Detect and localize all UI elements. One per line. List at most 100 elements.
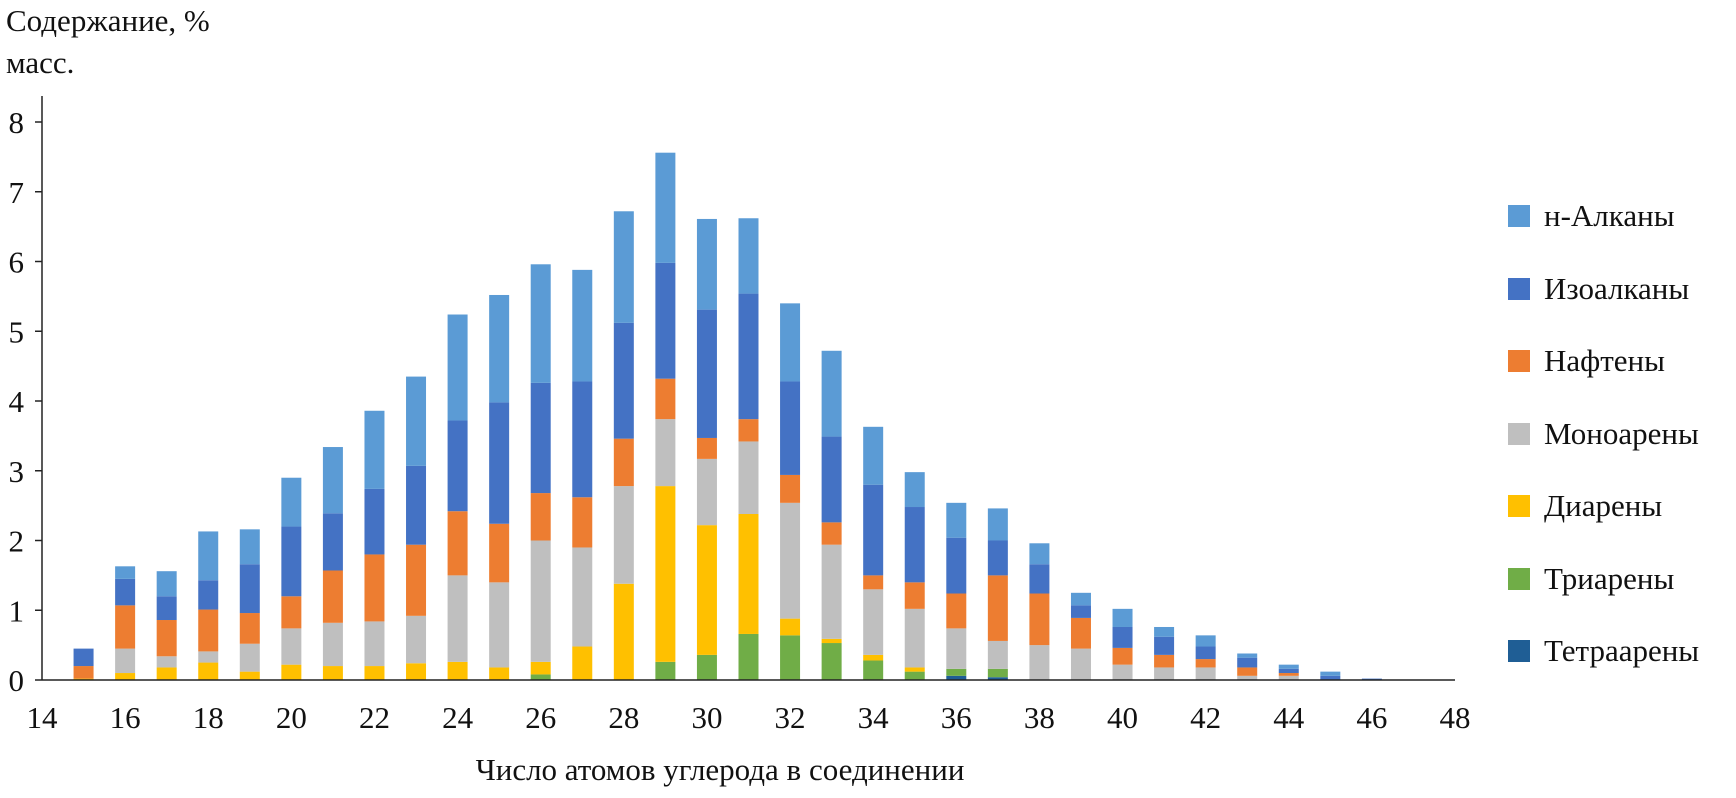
- bar-segment: [73, 648, 94, 667]
- bar-segment: [281, 664, 302, 680]
- bar-segment: [1320, 675, 1341, 680]
- x-tick-label: 48: [1440, 700, 1471, 735]
- bar-segment: [738, 441, 759, 514]
- bar-segment: [406, 465, 427, 545]
- bar-segment: [447, 314, 468, 421]
- bar-segment: [1195, 635, 1216, 647]
- bar-segment: [530, 661, 551, 675]
- bar-segment: [198, 531, 219, 581]
- bar-segment: [946, 502, 967, 538]
- bar-segment: [863, 426, 884, 485]
- bar-segment: [655, 419, 676, 487]
- bar-segment: [1195, 667, 1216, 680]
- bar-segment: [489, 402, 510, 524]
- legend-label: Тетраарены: [1544, 633, 1700, 669]
- bar-segment: [281, 477, 302, 527]
- bar-segment: [447, 661, 468, 680]
- bar-segment: [780, 381, 801, 475]
- bar-segment: [73, 666, 94, 679]
- y-axis-title: Содержание, % масс.: [6, 0, 210, 84]
- bar-segment: [239, 564, 260, 614]
- bar-segment: [239, 643, 260, 672]
- bar-segment: [904, 472, 925, 508]
- y-tick-label: 0: [9, 663, 25, 698]
- bar-segment: [1112, 608, 1133, 627]
- y-axis: 0 1 2 3 4 5 6 7 8: [9, 105, 42, 698]
- bar-segment: [530, 264, 551, 383]
- x-tick-label: 32: [775, 700, 806, 735]
- legend-label: Диарены: [1544, 488, 1663, 524]
- bar-segment: [821, 638, 842, 644]
- bar-segment: [281, 628, 302, 665]
- bar-segment: [738, 513, 759, 634]
- bar-segment: [156, 620, 177, 657]
- bar-segment: [530, 674, 551, 680]
- bar-segment: [780, 502, 801, 619]
- bar-segment: [655, 661, 676, 680]
- bar-segment: [406, 615, 427, 664]
- bar-segment: [281, 526, 302, 597]
- bar-segment: [530, 382, 551, 494]
- bar-segment: [780, 618, 801, 636]
- bar-segment: [1237, 667, 1258, 676]
- bar-segment: [780, 303, 801, 382]
- bar-segment: [1070, 592, 1091, 606]
- bar-segment: [198, 580, 219, 610]
- legend-item: Тетраарены: [1508, 615, 1699, 688]
- bar-segment: [863, 484, 884, 576]
- bar-segment: [1195, 646, 1216, 660]
- bar-segment: [946, 668, 967, 676]
- y-tick-label: 8: [9, 105, 25, 140]
- bar-segment: [489, 523, 510, 583]
- x-tick-label: 42: [1190, 700, 1221, 735]
- bar-segment: [1070, 617, 1091, 649]
- bar-segment: [738, 419, 759, 442]
- legend-label: н-Алканы: [1544, 198, 1675, 234]
- legend-swatch: [1508, 640, 1530, 663]
- bar-segment: [987, 668, 1008, 678]
- x-tick-label: 38: [1024, 700, 1055, 735]
- bar-segment: [1154, 636, 1175, 655]
- bar-segment: [821, 436, 842, 523]
- bar-segment: [489, 667, 510, 680]
- bar-segment: [655, 152, 676, 263]
- bar-segment: [613, 583, 634, 680]
- bar-segment: [696, 218, 717, 310]
- y-tick-label: 3: [9, 454, 25, 489]
- legend-swatch: [1508, 495, 1530, 518]
- x-tick-label: 22: [359, 700, 390, 735]
- bar-segment: [738, 218, 759, 294]
- bar-segment: [115, 605, 136, 649]
- bar-segment: [198, 651, 219, 663]
- y-tick-label: 7: [9, 175, 25, 210]
- legend-item: Триарены: [1508, 543, 1699, 616]
- x-tick-label: 40: [1107, 700, 1138, 735]
- bar-segment: [489, 294, 510, 403]
- bar-segment: [904, 667, 925, 672]
- bar-segment: [1278, 675, 1299, 680]
- legend-label: Изоалканы: [1544, 270, 1690, 306]
- x-tick-label: 14: [27, 700, 59, 735]
- bar-segment: [863, 575, 884, 590]
- bar-segment: [987, 540, 1008, 576]
- bar-segment: [821, 544, 842, 639]
- bar-segment: [696, 654, 717, 680]
- legend-item: н-Алканы: [1508, 180, 1699, 253]
- bar-segment: [1070, 648, 1091, 680]
- bar-segment: [1278, 673, 1299, 676]
- bar-segment: [198, 662, 219, 680]
- bar-segment: [322, 666, 343, 680]
- bar-segment: [904, 608, 925, 668]
- bar-segment: [946, 628, 967, 669]
- x-tick-label: 44: [1273, 700, 1305, 735]
- y-tick-label: 5: [9, 314, 25, 349]
- bar-segment: [322, 513, 343, 571]
- axes-lines: [41, 96, 1455, 681]
- bar-segment: [904, 582, 925, 609]
- bar-segment: [863, 654, 884, 661]
- bar-segment: [1237, 675, 1258, 680]
- bar-segment: [322, 622, 343, 667]
- bar-segment: [904, 507, 925, 583]
- x-tick-label: 28: [608, 700, 639, 735]
